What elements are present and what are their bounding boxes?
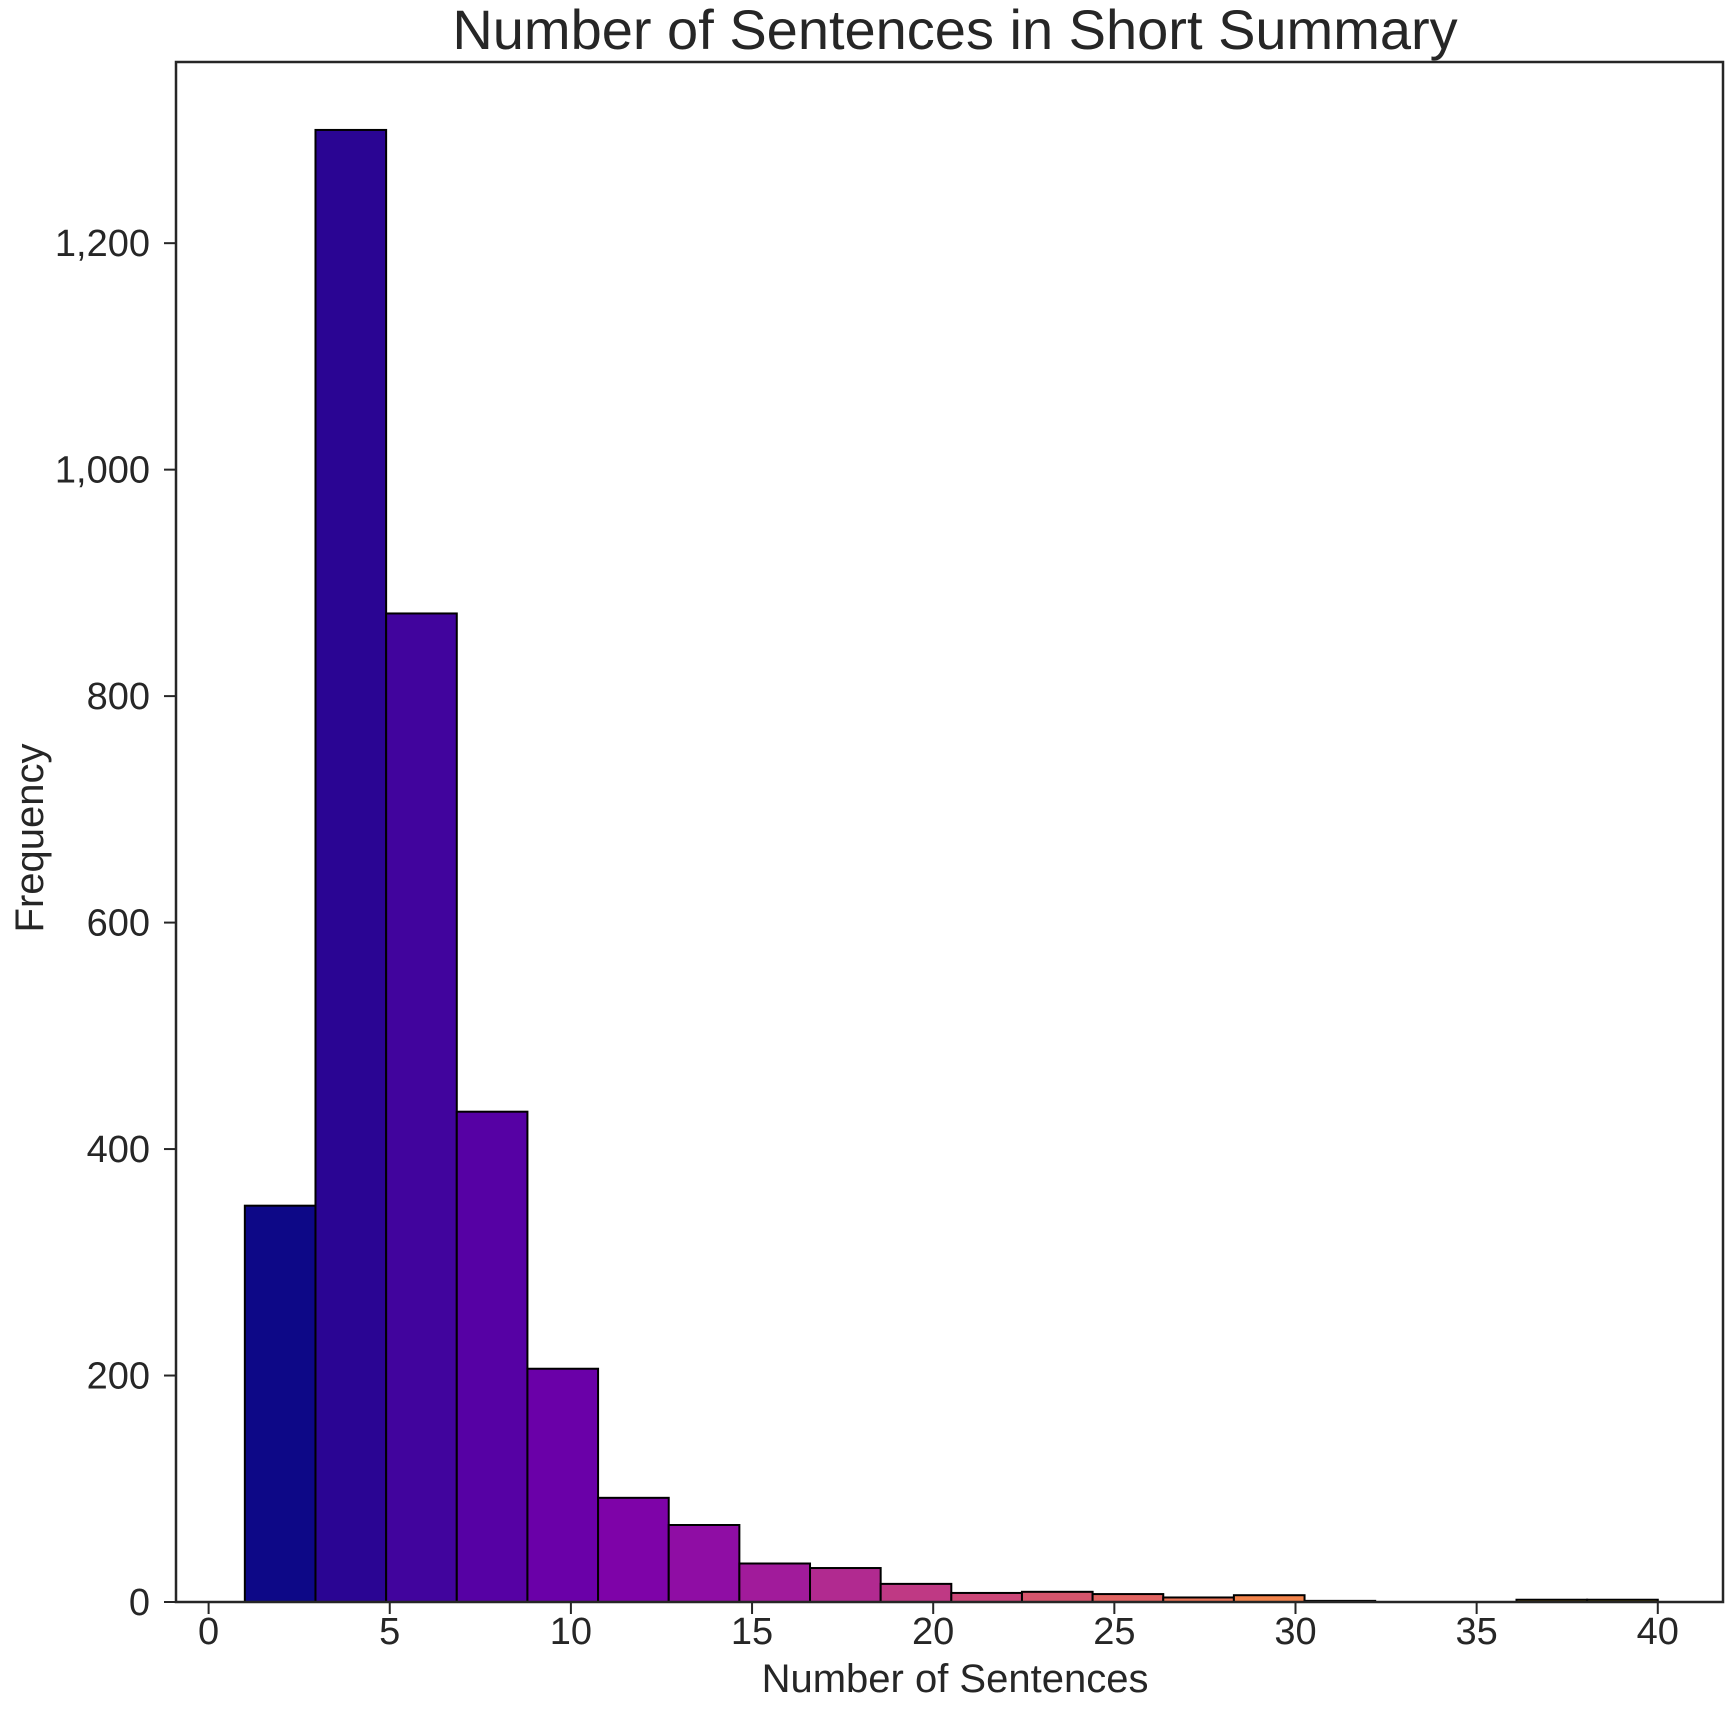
x-tick-label-1: 5 bbox=[379, 1611, 400, 1653]
x-tick-label-8: 40 bbox=[1637, 1611, 1679, 1653]
histogram-bar-5 bbox=[597, 1496, 670, 1603]
histogram-bar-10 bbox=[950, 1591, 1023, 1603]
histogram-bar-4 bbox=[526, 1367, 600, 1604]
chart-title: Number of Sentences in Short Summary bbox=[452, 0, 1457, 61]
histogram-bar-7 bbox=[738, 1562, 812, 1603]
histogram-bar-11 bbox=[1020, 1590, 1094, 1604]
y-tick-label-0: 0 bbox=[129, 1582, 150, 1624]
y-tick-label-6: 1,200 bbox=[55, 223, 150, 265]
x-tick-label-5: 25 bbox=[1093, 1611, 1135, 1653]
histogram-bar-9 bbox=[879, 1582, 953, 1603]
histogram-bar-6 bbox=[667, 1524, 741, 1603]
y-tick-label-1: 200 bbox=[87, 1356, 150, 1398]
x-tick-label-4: 20 bbox=[912, 1611, 954, 1653]
y-tick-label-4: 800 bbox=[87, 676, 150, 718]
histogram-bar-0 bbox=[243, 1204, 317, 1604]
histogram-bar-3 bbox=[455, 1110, 529, 1603]
y-tick-label-2: 400 bbox=[87, 1129, 150, 1171]
x-tick-label-7: 35 bbox=[1455, 1611, 1497, 1653]
x-tick-label-6: 30 bbox=[1274, 1611, 1316, 1653]
plot-frame bbox=[174, 60, 1725, 1604]
x-tick-label-3: 15 bbox=[731, 1611, 773, 1653]
y-axis-label: Frequency bbox=[8, 744, 52, 933]
y-tick-label-5: 1,000 bbox=[55, 450, 150, 492]
histogram-bar-1 bbox=[314, 128, 388, 1604]
histogram-bar-2 bbox=[385, 612, 458, 1603]
x-axis-label: Number of Sentences bbox=[762, 1657, 1149, 1701]
bars-layer bbox=[243, 128, 1659, 1604]
histogram-bar-8 bbox=[809, 1567, 882, 1604]
x-tick-label-0: 0 bbox=[198, 1611, 219, 1653]
x-tick-label-2: 10 bbox=[550, 1611, 592, 1653]
y-tick-label-3: 600 bbox=[87, 903, 150, 945]
